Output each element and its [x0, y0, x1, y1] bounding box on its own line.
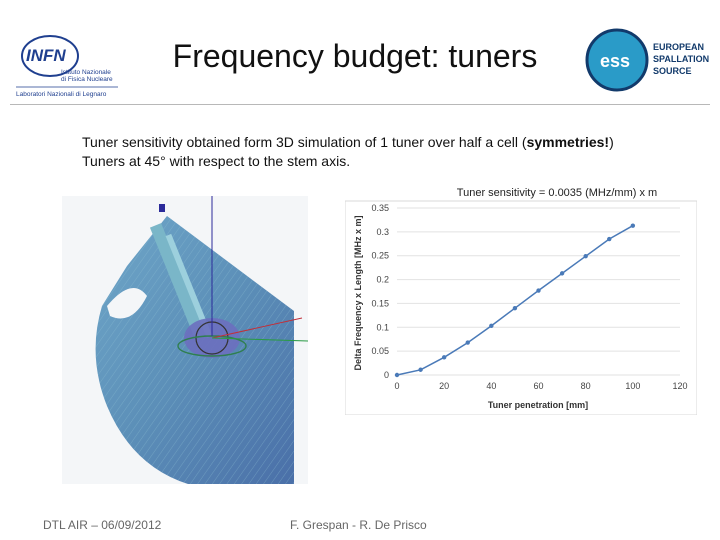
data-point	[583, 253, 588, 259]
data-point	[536, 288, 541, 293]
slide-title: Frequency budget: tuners	[172, 38, 538, 74]
data-point	[465, 340, 470, 345]
intro-line-2: Tuners at 45° with respect to the stem a…	[82, 153, 351, 169]
ess-logo: ess EUROPEAN SPALLATION SOURCE	[585, 26, 715, 94]
infn-logo-sub2: di Fisica Nucleare	[61, 76, 113, 83]
data-point	[607, 236, 612, 242]
infn-lab-name: Laboratori Nazionali di Legnaro	[16, 91, 107, 98]
x-tick-labels: 0 20 40 60 80 100 120	[394, 381, 687, 391]
ess-logo-disc	[587, 30, 647, 90]
y-tick-label: 0.25	[371, 251, 389, 261]
footer-authors: F. Grespan - R. De Prisco	[290, 518, 427, 532]
y-tick-labels: 0 0.05 0.1 0.15 0.2 0.25 0.3 0.35	[371, 203, 389, 380]
data-point	[394, 372, 400, 378]
x-axis-label: Tuner penetration [mm]	[488, 400, 588, 410]
y-tick-label: 0.3	[376, 227, 389, 237]
data-point	[441, 355, 447, 360]
y-tick-label: 0.05	[371, 346, 389, 356]
intro-line-1: Tuner sensitivity obtained form 3D simul…	[82, 134, 614, 150]
footer-date: DTL AIR – 06/09/2012	[43, 518, 162, 532]
ess-logo-mark: ess	[600, 51, 630, 71]
ess-logo-line3: SOURCE	[653, 66, 692, 76]
x-tick-label: 40	[486, 381, 496, 391]
y-tick-label: 0.1	[376, 322, 389, 332]
header-divider	[10, 104, 710, 105]
ess-logo-line2: SPALLATION	[653, 54, 709, 64]
chart-gridlines	[397, 207, 680, 376]
series-tuner-sensitivity	[394, 223, 636, 378]
chart-title: Tuner sensitivity = 0.0035 (MHz/mm) x m	[457, 187, 657, 199]
tuner-simulation-image	[62, 196, 309, 484]
data-point	[512, 306, 518, 311]
data-point	[418, 367, 423, 372]
x-tick-label: 100	[625, 381, 640, 391]
x-tick-label: 120	[672, 381, 687, 391]
x-tick-label: 0	[394, 381, 399, 391]
data-point	[630, 223, 636, 228]
data-point	[559, 271, 565, 276]
y-tick-label: 0.15	[371, 298, 389, 308]
infn-logo-ring	[21, 35, 79, 77]
infn-logo-text: INFN	[26, 46, 66, 65]
data-point	[489, 323, 494, 329]
x-tick-label: 60	[533, 381, 543, 391]
tuner-sensitivity-chart: Tuner sensitivity = 0.0035 (MHz/mm) x m …	[345, 187, 697, 415]
infn-logo-sub1: Istituto Nazionale	[61, 69, 111, 76]
y-axis-label: Delta Frequency x Length [MHz x m]	[353, 215, 363, 370]
y-tick-label: 0.35	[371, 203, 389, 213]
intro-emphasis: symmetries!	[526, 134, 610, 150]
y-tick-label: 0.2	[376, 275, 389, 285]
x-tick-label: 80	[581, 381, 591, 391]
y-tick-label: 0	[384, 370, 389, 380]
infn-logo: INFN Istituto Nazionale di Fisica Nuclea…	[14, 34, 134, 102]
x-tick-label: 20	[439, 381, 449, 391]
intro-text: Tuner sensitivity obtained form 3D simul…	[82, 133, 614, 171]
ess-logo-line1: EUROPEAN	[653, 42, 704, 52]
